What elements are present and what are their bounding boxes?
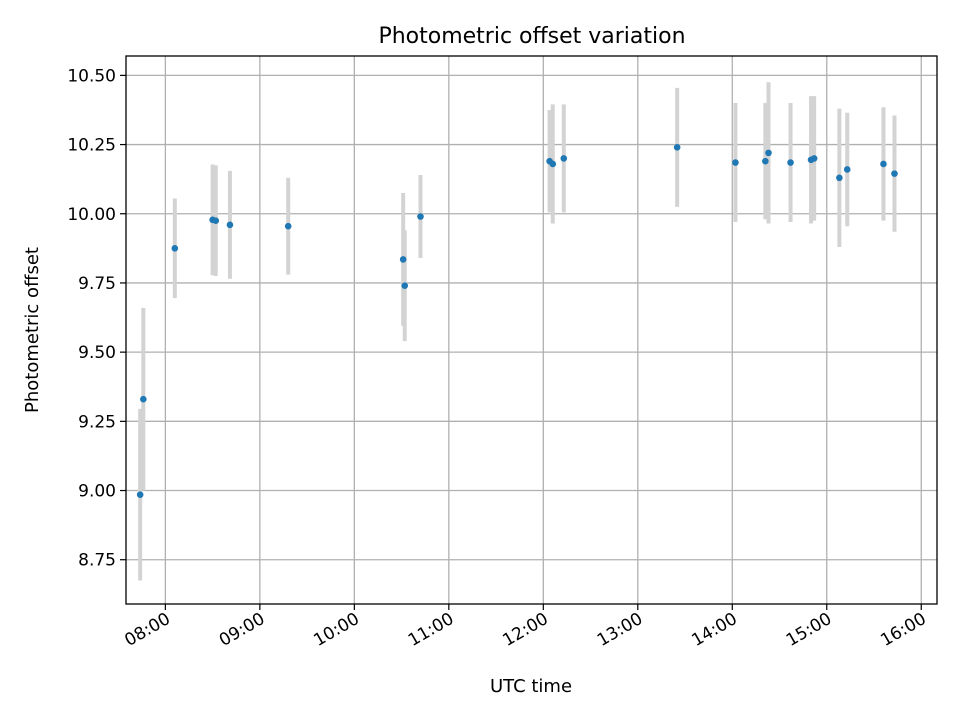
- errorbars: [138, 82, 897, 581]
- data-point: [140, 395, 147, 403]
- x-tick-label: 11:00: [405, 609, 457, 651]
- data-point: [732, 159, 739, 166]
- y-tick-label: 9.75: [78, 274, 116, 294]
- data-point: [880, 160, 887, 168]
- y-axis-label: Photometric offset: [22, 247, 43, 413]
- x-tick-label: 12:00: [499, 609, 551, 651]
- data-point: [399, 256, 407, 263]
- data-point: [762, 157, 769, 165]
- axis-ticks: 08:00 09:00 10:00 11:00 12:00 13:00 14:00 15:00…: [67, 66, 929, 650]
- data-point: [836, 174, 843, 182]
- x-tick-label: 14:00: [688, 609, 740, 651]
- x-tick-label: 16:00: [877, 609, 929, 651]
- chart-title: Photometric offset variation: [378, 24, 685, 49]
- y-tick-label: 10.00: [67, 205, 116, 225]
- y-tick-label: 8.75: [78, 551, 116, 571]
- data-point: [787, 159, 794, 166]
- data-points: [136, 144, 898, 498]
- data-point: [810, 155, 818, 162]
- data-point: [417, 213, 424, 220]
- x-tick-label: 08:00: [121, 609, 173, 651]
- y-tick-label: 10.25: [67, 136, 116, 156]
- data-point: [136, 491, 144, 498]
- y-tick-label: 10.50: [67, 66, 116, 86]
- x-tick-label: 09:00: [216, 609, 268, 651]
- data-point: [765, 149, 772, 157]
- data-point: [843, 166, 851, 173]
- data-point: [226, 221, 234, 229]
- x-tick-label: 15:00: [783, 609, 835, 651]
- y-tick-label: 9.50: [78, 343, 116, 363]
- x-tick-label: 13:00: [594, 609, 646, 651]
- data-point: [560, 155, 568, 162]
- data-point: [401, 282, 409, 290]
- plot-frame: [125, 55, 938, 605]
- data-point: [212, 217, 220, 224]
- data-point: [549, 160, 557, 168]
- data-point: [891, 170, 898, 177]
- x-tick-label: 10:00: [310, 609, 362, 651]
- data-point: [171, 245, 179, 252]
- data-point: [673, 144, 681, 151]
- data-point: [284, 222, 292, 230]
- y-tick-label: 9.00: [78, 482, 116, 502]
- grid: [126, 56, 937, 604]
- x-axis-label: UTC time: [490, 676, 572, 697]
- y-tick-label: 9.25: [78, 412, 116, 432]
